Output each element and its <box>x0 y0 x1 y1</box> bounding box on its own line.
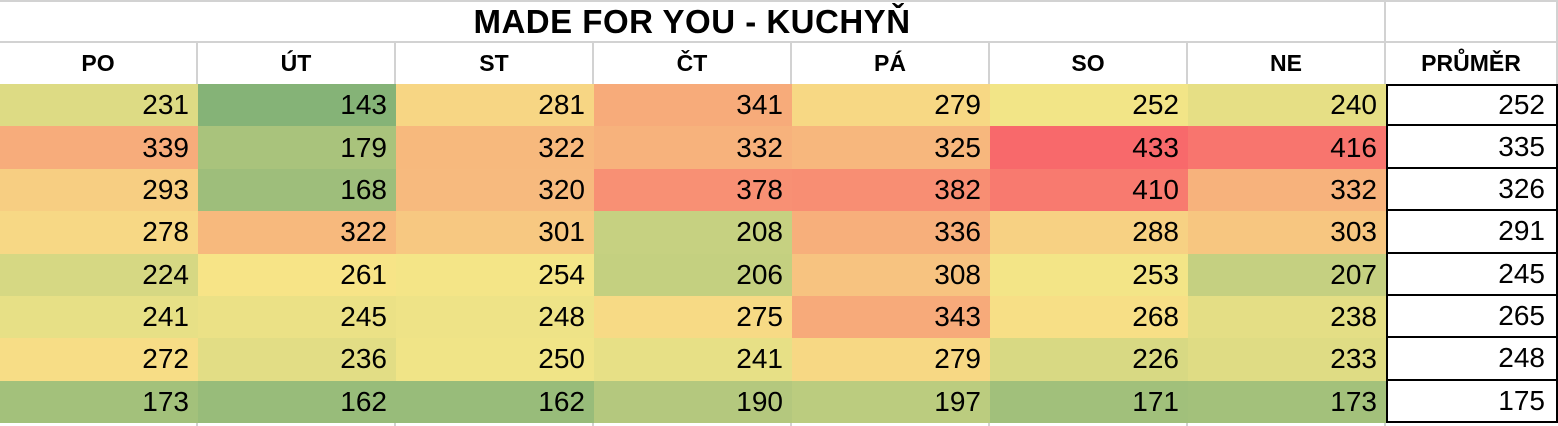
heatmap-cell[interactable]: 168 <box>198 168 396 212</box>
heatmap-cell[interactable]: 207 <box>1188 253 1386 296</box>
heatmap-cell[interactable]: 288 <box>990 211 1188 254</box>
table-row: 224 261 254 206 308 253 207 245 <box>0 251 1558 296</box>
heatmap-cell[interactable]: 254 <box>396 253 594 296</box>
heatmap-cell[interactable]: 332 <box>594 126 792 169</box>
average-cell[interactable]: 291 <box>1386 209 1558 254</box>
heatmap-cell[interactable]: 410 <box>990 168 1188 212</box>
heatmap-cell[interactable]: 250 <box>396 338 594 381</box>
heatmap-cell[interactable]: 253 <box>990 253 1188 296</box>
heatmap-cell[interactable]: 339 <box>0 126 198 169</box>
column-header-row: PO ÚT ST ČT PÁ SO NE PRŮMĚR <box>0 43 1558 84</box>
average-cell[interactable]: 175 <box>1386 378 1558 423</box>
heatmap-cell[interactable]: 173 <box>1188 380 1386 423</box>
bottom-gridline-stubs <box>0 423 1558 426</box>
heatmap-cell[interactable]: 343 <box>792 295 990 339</box>
heatmap-cell[interactable]: 241 <box>594 338 792 381</box>
table-row: 173 162 162 190 197 171 173 175 <box>0 378 1558 423</box>
heatmap-cell[interactable]: 245 <box>198 295 396 339</box>
heatmap-cell[interactable]: 226 <box>990 338 1188 381</box>
table-row: 272 236 250 241 279 226 233 248 <box>0 336 1558 381</box>
heatmap-grid: 231 143 281 341 279 252 240 252 339 179 322 332 325 4… <box>0 84 1558 423</box>
heatmap-cell[interactable]: 320 <box>396 168 594 212</box>
table-row: 241 245 248 275 343 268 238 265 <box>0 293 1558 339</box>
table-row: 339 179 322 332 325 433 416 335 <box>0 124 1558 169</box>
heatmap-cell[interactable]: 233 <box>1188 338 1386 381</box>
heatmap-cell[interactable]: 162 <box>198 380 396 423</box>
heatmap-cell[interactable]: 238 <box>1188 295 1386 339</box>
heatmap-cell[interactable]: 301 <box>396 211 594 254</box>
average-cell[interactable]: 252 <box>1386 84 1558 127</box>
heatmap-cell[interactable]: 378 <box>594 168 792 212</box>
heatmap-cell[interactable]: 261 <box>198 253 396 296</box>
heatmap-cell[interactable]: 197 <box>792 380 990 423</box>
heatmap-cell[interactable]: 173 <box>0 380 198 423</box>
column-header-po[interactable]: PO <box>0 43 198 84</box>
heatmap-cell[interactable]: 231 <box>0 84 198 127</box>
title-average-spacer-cell[interactable] <box>1386 2 1558 41</box>
column-header-prumer[interactable]: PRŮMĚR <box>1386 43 1558 84</box>
average-cell[interactable]: 248 <box>1386 336 1558 381</box>
column-header-pa[interactable]: PÁ <box>792 43 990 84</box>
heatmap-cell[interactable]: 416 <box>1188 126 1386 169</box>
heatmap-cell[interactable]: 382 <box>792 168 990 212</box>
average-cell[interactable]: 335 <box>1386 124 1558 169</box>
column-header-st[interactable]: ST <box>396 43 594 84</box>
heatmap-cell[interactable]: 275 <box>594 295 792 339</box>
heatmap-cell[interactable]: 224 <box>0 253 198 296</box>
average-cell[interactable]: 245 <box>1386 251 1558 296</box>
heatmap-cell[interactable]: 190 <box>594 380 792 423</box>
heatmap-cell[interactable]: 322 <box>396 126 594 169</box>
heatmap-cell[interactable]: 272 <box>0 338 198 381</box>
heatmap-cell[interactable]: 206 <box>594 253 792 296</box>
heatmap-cell[interactable]: 248 <box>396 295 594 339</box>
heatmap-cell[interactable]: 336 <box>792 211 990 254</box>
title-row: MADE FOR YOU - KUCHYŇ <box>0 0 1558 43</box>
table-row: 293 168 320 378 382 410 332 326 <box>0 166 1558 212</box>
heatmap-cell[interactable]: 303 <box>1188 211 1386 254</box>
heatmap-cell[interactable]: 293 <box>0 168 198 212</box>
heatmap-cell[interactable]: 332 <box>1188 168 1386 212</box>
heatmap-cell[interactable]: 236 <box>198 338 396 381</box>
heatmap-cell[interactable]: 162 <box>396 380 594 423</box>
heatmap-cell[interactable]: 143 <box>198 84 396 127</box>
heatmap-cell[interactable]: 252 <box>990 84 1188 127</box>
heatmap-cell[interactable]: 208 <box>594 211 792 254</box>
heatmap-cell[interactable]: 322 <box>198 211 396 254</box>
heatmap-cell[interactable]: 179 <box>198 126 396 169</box>
column-header-ct[interactable]: ČT <box>594 43 792 84</box>
column-header-so[interactable]: SO <box>990 43 1188 84</box>
heatmap-cell[interactable]: 433 <box>990 126 1188 169</box>
heatmap-cell[interactable]: 325 <box>792 126 990 169</box>
heatmap-cell[interactable]: 308 <box>792 253 990 296</box>
heatmap-cell[interactable]: 281 <box>396 84 594 127</box>
column-header-ut[interactable]: ÚT <box>198 43 396 84</box>
table-row: 278 322 301 208 336 288 303 291 <box>0 209 1558 254</box>
heatmap-cell[interactable]: 279 <box>792 84 990 127</box>
column-header-ne[interactable]: NE <box>1188 43 1386 84</box>
heatmap-cell[interactable]: 171 <box>990 380 1188 423</box>
heatmap-cell[interactable]: 341 <box>594 84 792 127</box>
heatmap-cell[interactable]: 278 <box>0 211 198 254</box>
table-row: 231 143 281 341 279 252 240 252 <box>0 84 1558 127</box>
heatmap-cell[interactable]: 279 <box>792 338 990 381</box>
heatmap-cell[interactable]: 240 <box>1188 84 1386 127</box>
average-cell[interactable]: 265 <box>1386 293 1558 339</box>
heatmap-cell[interactable]: 241 <box>0 295 198 339</box>
page-title[interactable]: MADE FOR YOU - KUCHYŇ <box>0 2 1386 41</box>
average-cell[interactable]: 326 <box>1386 166 1558 212</box>
heatmap-cell[interactable]: 268 <box>990 295 1188 339</box>
